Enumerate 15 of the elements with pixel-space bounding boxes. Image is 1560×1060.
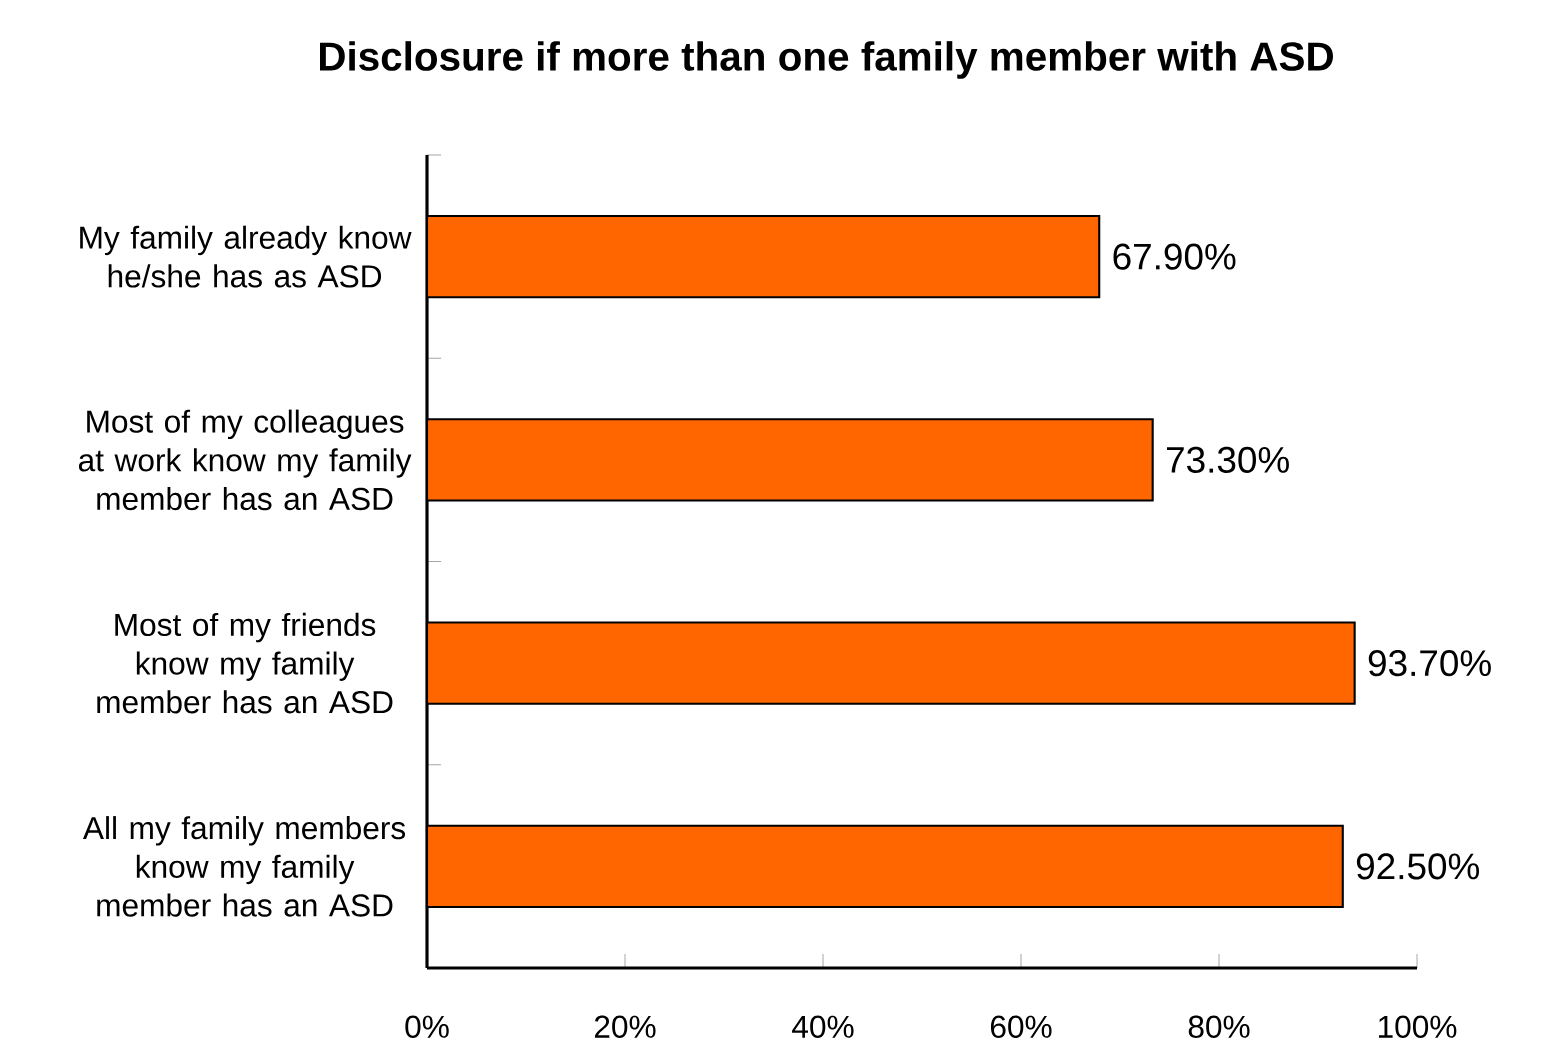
x-tick-label: 100% bbox=[1379, 1015, 1457, 1038]
data-label: 93.70% bbox=[1368, 650, 1491, 677]
x-tick-label: 60% bbox=[990, 1015, 1052, 1038]
data-label: 73.30% bbox=[1166, 446, 1289, 473]
x-tick-label: 80% bbox=[1188, 1015, 1250, 1038]
data-label: 92.50% bbox=[1356, 853, 1479, 880]
x-tick-label: 40% bbox=[792, 1015, 854, 1038]
y-tick-label: My family already know he/she has as ASD bbox=[80, 225, 412, 288]
data-label: 67.90% bbox=[1113, 243, 1236, 270]
x-tick-label: 20% bbox=[594, 1015, 656, 1038]
x-tick-label: 0% bbox=[405, 1015, 449, 1038]
chart-title: Disclosure if more than one family member with ASD bbox=[320, 41, 1333, 79]
y-tick-label: All my family members know my family member has an ASD bbox=[82, 816, 406, 917]
y-tick-label: Most of my colleagues at work know my family member has an ASD bbox=[78, 409, 412, 511]
y-tick-label: Most of my friends know my family member has an ASD bbox=[97, 612, 393, 714]
